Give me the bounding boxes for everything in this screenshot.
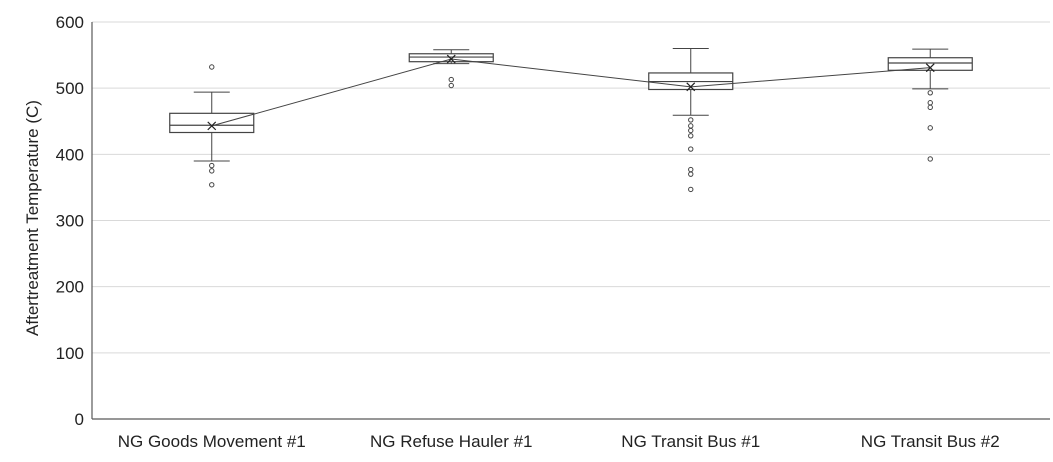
outlier-point [448, 76, 454, 83]
mean-marker-stroke [686, 82, 696, 92]
outlier-point [927, 90, 933, 96]
outlier-point [209, 162, 215, 169]
y-tick-label: 600 [56, 13, 84, 32]
outlier-point [688, 171, 694, 177]
mean-marker [446, 54, 456, 64]
iqr-box [887, 57, 973, 71]
outlier-point [688, 117, 694, 123]
mean-marker [925, 63, 935, 73]
gridlines [92, 21, 1050, 354]
outlier-point [688, 133, 694, 139]
box-plot [887, 48, 973, 162]
outlier-point [209, 168, 215, 174]
mean-marker-stroke [207, 121, 217, 131]
mean-marker [207, 121, 217, 131]
outlier-point [688, 186, 694, 193]
box-plot [648, 47, 734, 193]
x-tick-label: NG Goods Movement #1 [118, 432, 306, 451]
y-tick-label: 300 [56, 212, 84, 231]
outlier-point [688, 166, 694, 173]
labels: 0 100 200 300 400 500 600 NG Goods Movement #1 N… [56, 13, 1000, 451]
iqr-box [408, 53, 494, 63]
box-plot [169, 64, 255, 188]
outlier-point [927, 100, 933, 106]
iqr-box [169, 112, 255, 134]
outlier-point [927, 104, 933, 111]
x-tick-label: NG Refuse Hauler #1 [370, 432, 533, 451]
mean-marker-stroke [446, 54, 456, 64]
outlier-point [448, 82, 454, 89]
outlier-point [927, 156, 933, 162]
y-axis-title: Aftertreatment Temperature (C) [23, 100, 42, 336]
boxes [169, 47, 973, 193]
x-tick-label: NG Transit Bus #2 [861, 432, 1000, 451]
mean-marker-stroke [925, 63, 935, 73]
outlier-point [209, 64, 215, 70]
mean-marker [686, 82, 696, 92]
mean-line [211, 58, 931, 127]
y-tick-label: 500 [56, 79, 84, 98]
outlier-point [688, 127, 694, 134]
outlier-point [688, 146, 694, 152]
axes [91, 22, 1050, 420]
y-tick-label: 0 [75, 410, 84, 429]
outlier-point [688, 123, 694, 129]
box-plot [408, 49, 494, 89]
y-tick-label: 200 [56, 278, 84, 297]
outlier-point [927, 125, 933, 131]
y-tick-label: 400 [56, 145, 84, 164]
outlier-point [209, 182, 215, 188]
y-tick-label: 100 [56, 344, 84, 363]
x-tick-label: NG Transit Bus #1 [621, 432, 760, 451]
mean-markers [207, 54, 935, 131]
